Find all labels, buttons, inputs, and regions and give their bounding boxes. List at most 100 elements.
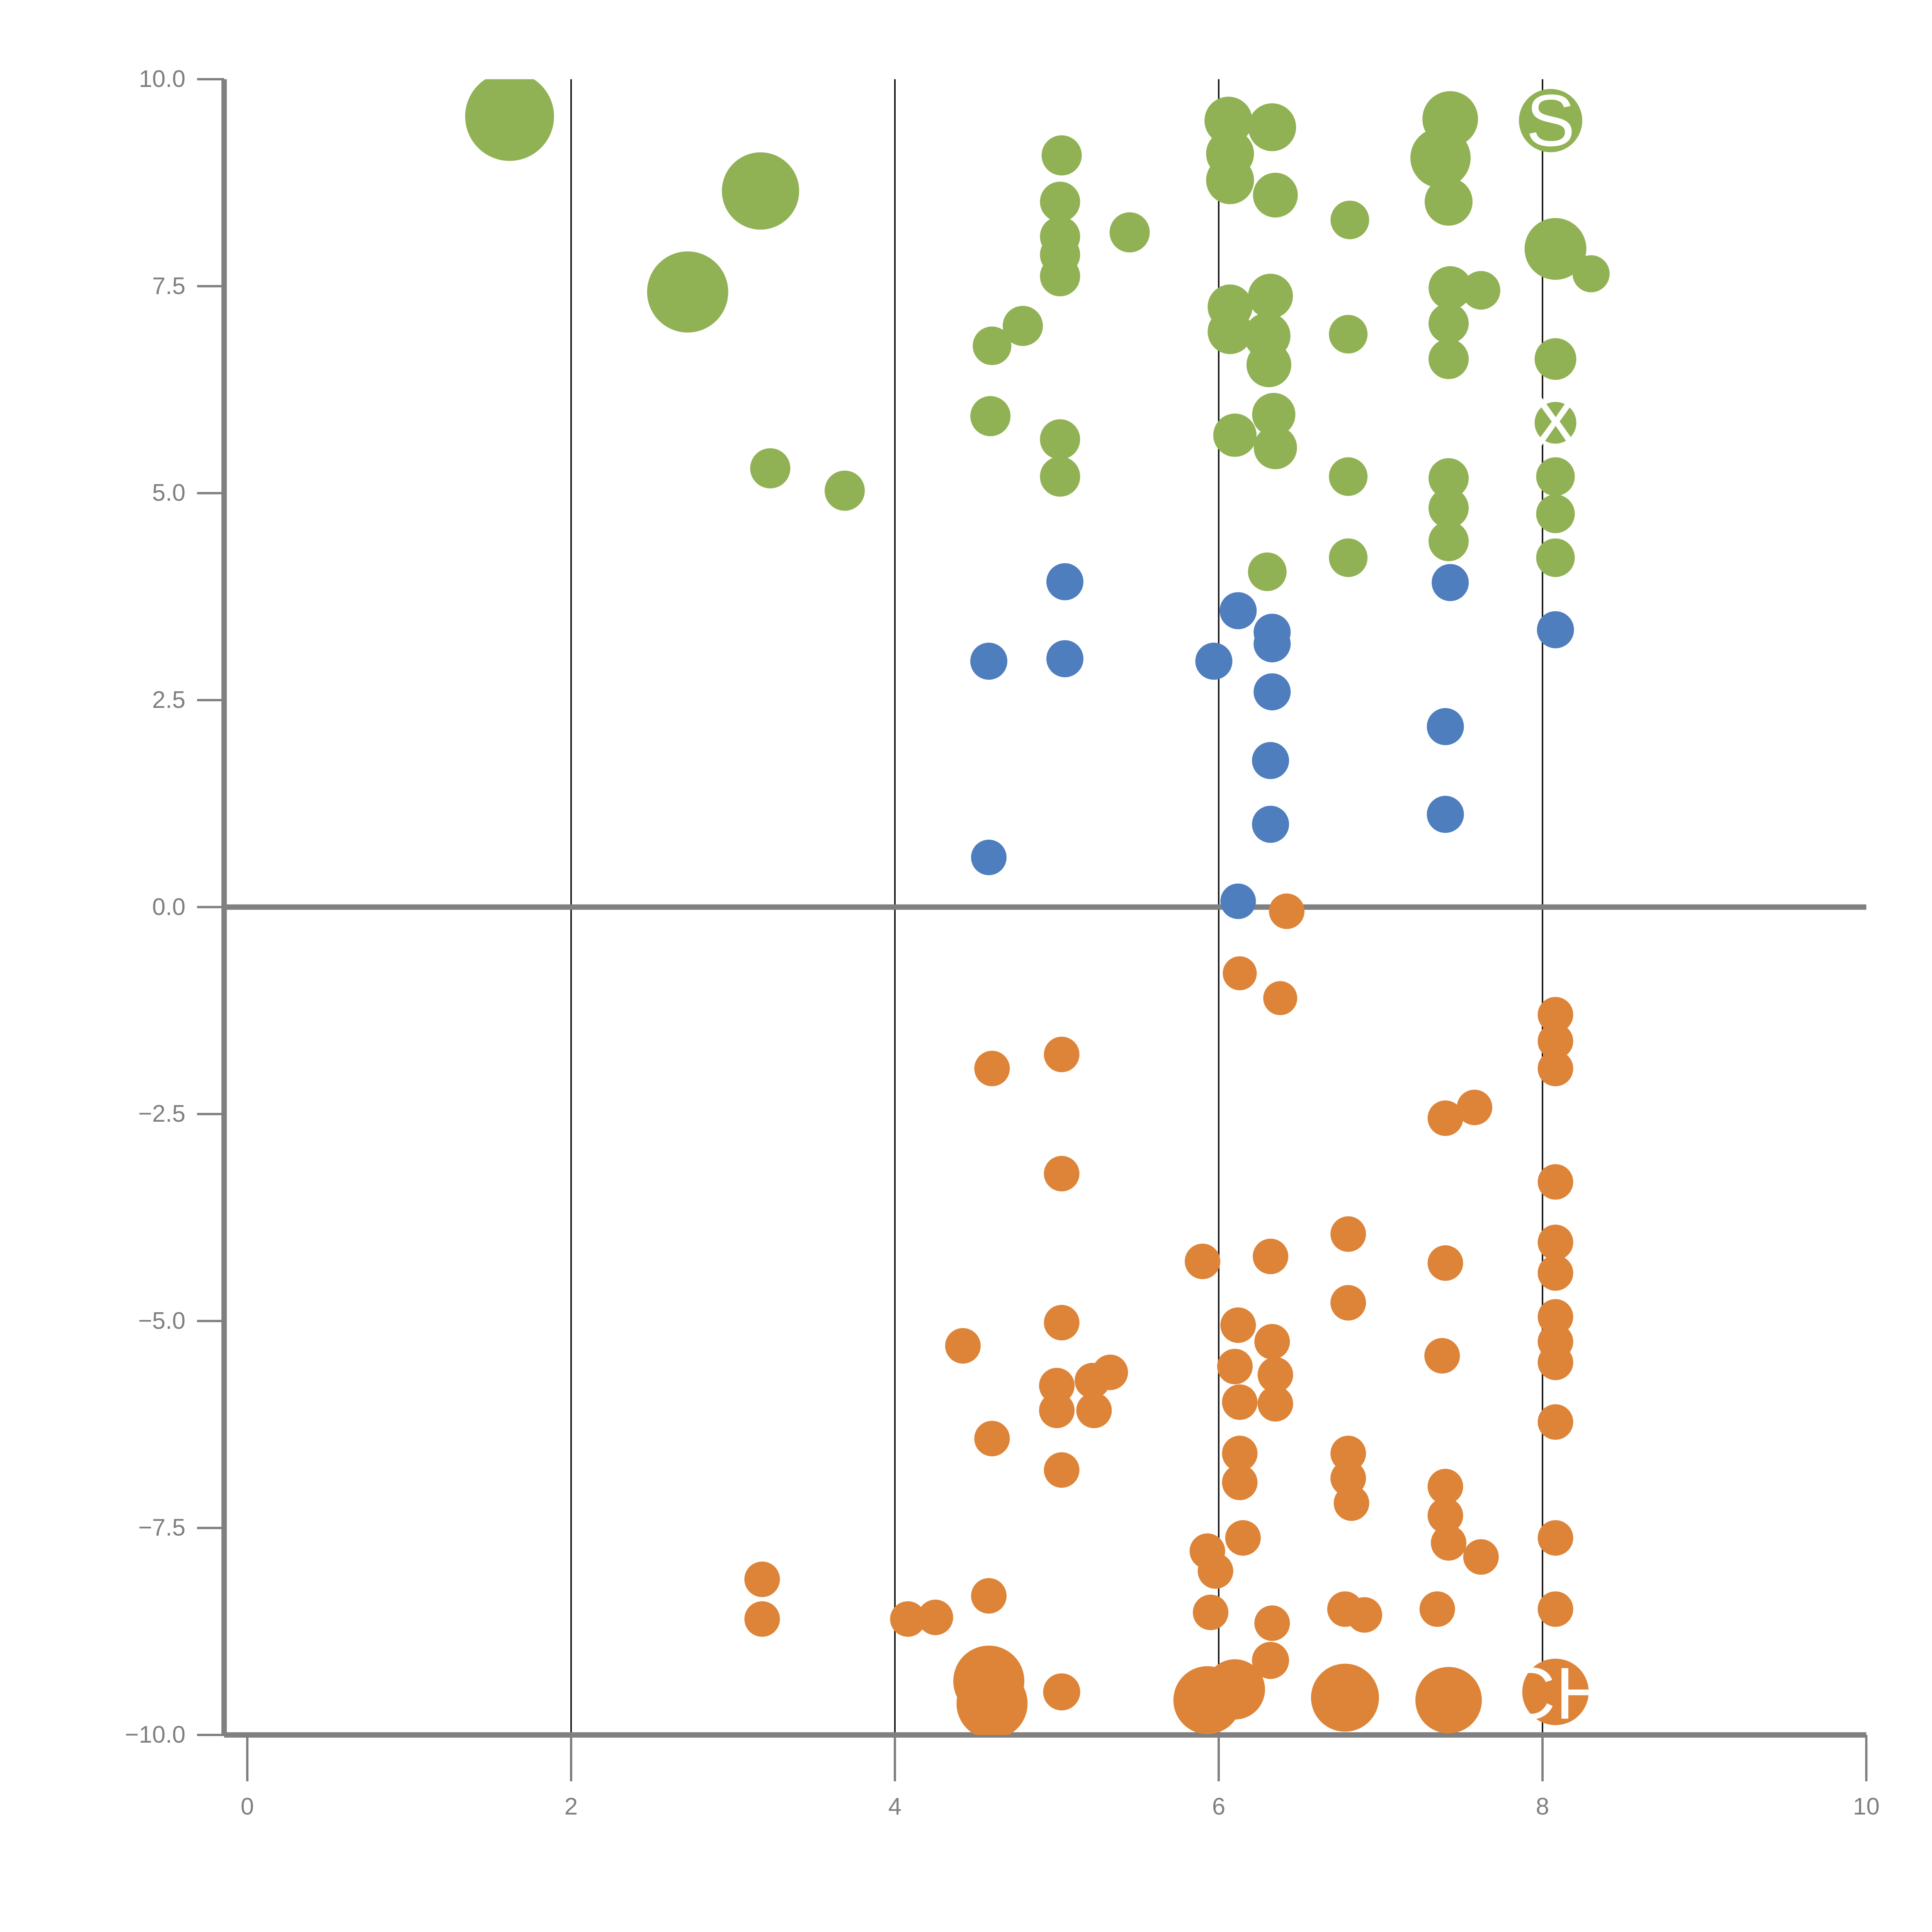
scatter-point-orange[interactable] (1039, 1393, 1075, 1429)
scatter-point-green[interactable] (1428, 339, 1469, 379)
scatter-point-orange[interactable] (971, 1578, 1007, 1614)
scatter-point-orange[interactable] (1222, 1435, 1258, 1471)
scatter-point-green[interactable] (1041, 135, 1082, 176)
scatter-point-orange[interactable] (1222, 1464, 1258, 1500)
scatter-point-orange[interactable] (1223, 956, 1257, 990)
scatter-point-orange[interactable] (945, 1328, 981, 1364)
scatter-point-orange[interactable] (1457, 1089, 1493, 1125)
scatter-point-green[interactable] (970, 396, 1011, 436)
scatter-point-orange[interactable] (956, 1668, 1028, 1739)
scatter-point-orange[interactable] (1427, 1498, 1463, 1534)
scatter-point-green[interactable] (1208, 309, 1253, 354)
scatter-point-green[interactable] (1040, 256, 1080, 296)
scatter-point-orange[interactable] (1330, 1435, 1366, 1471)
scatter-point-green[interactable] (465, 72, 554, 161)
scatter-point-orange[interactable] (1254, 1324, 1290, 1360)
scatter-point-green[interactable] (1424, 178, 1473, 226)
scatter-point-blue[interactable] (1537, 611, 1574, 648)
scatter-point-blue[interactable] (1432, 564, 1469, 601)
scatter-point-orange[interactable] (1415, 1667, 1482, 1734)
scatter-point-orange[interactable] (1427, 1469, 1463, 1505)
scatter-point-orange[interactable] (1311, 1663, 1379, 1732)
scatter-point-orange[interactable] (744, 1561, 780, 1597)
scatter-point-blue[interactable] (1046, 640, 1083, 677)
scatter-point-orange[interactable] (744, 1601, 780, 1637)
scatter-point-green[interactable] (1040, 182, 1080, 222)
scatter-point-orange[interactable] (1076, 1393, 1112, 1429)
scatter-point-orange[interactable] (1044, 1036, 1080, 1072)
scatter-point-green[interactable] (1248, 552, 1287, 591)
scatter-point-green[interactable] (1330, 201, 1369, 240)
scatter-point-green[interactable] (1428, 521, 1469, 561)
scatter-point-blue[interactable] (1195, 643, 1233, 680)
scatter-point-green[interactable] (1109, 212, 1150, 253)
scatter-point-orange[interactable] (974, 1420, 1010, 1456)
scatter-point-orange[interactable] (974, 1051, 1010, 1087)
scatter-point-green[interactable] (973, 326, 1012, 365)
data-point-group[interactable] (465, 72, 1610, 1739)
scatter-point-orange[interactable] (1537, 1404, 1573, 1440)
scatter-point-green[interactable] (1252, 393, 1296, 436)
scatter-point-orange[interactable] (1537, 1164, 1573, 1200)
scatter-point-green[interactable] (1329, 538, 1368, 577)
scatter-point-green[interactable] (1253, 172, 1298, 218)
scatter-point-orange[interactable] (1424, 1338, 1460, 1374)
scatter-point-blue[interactable] (1427, 708, 1464, 745)
scatter-point-orange[interactable] (1537, 1520, 1573, 1556)
scatter-point-orange[interactable] (1197, 1553, 1233, 1589)
scatter-point-orange[interactable] (1269, 893, 1304, 929)
scatter-point-orange[interactable] (1537, 1225, 1573, 1260)
scatter-point-blue[interactable] (1253, 625, 1291, 663)
scatter-point-orange[interactable] (1427, 1245, 1463, 1281)
scatter-point-orange[interactable] (1220, 1307, 1256, 1343)
scatter-point-blue[interactable] (1220, 883, 1256, 919)
scatter-point-orange[interactable] (1522, 1658, 1589, 1725)
scatter-point-orange[interactable] (1537, 1591, 1573, 1627)
scatter-point-orange[interactable] (1193, 1594, 1229, 1630)
scatter-point-orange[interactable] (1092, 1354, 1128, 1390)
scatter-point-orange[interactable] (1044, 1156, 1080, 1192)
scatter-point-blue[interactable] (970, 643, 1008, 680)
scatter-point-green[interactable] (1534, 402, 1577, 444)
scatter-point-orange[interactable] (1043, 1673, 1080, 1711)
scatter-point-orange[interactable] (1257, 1357, 1293, 1393)
scatter-point-green[interactable] (1572, 255, 1610, 293)
scatter-point-orange[interactable] (1222, 1384, 1258, 1420)
scatter-point-green[interactable] (1040, 419, 1080, 459)
scatter-point-orange[interactable] (1257, 1386, 1293, 1422)
scatter-point-orange[interactable] (1537, 1051, 1573, 1087)
scatter-point-green[interactable] (1524, 218, 1587, 280)
scatter-point-green[interactable] (1213, 413, 1257, 457)
scatter-point-orange[interactable] (1537, 1023, 1573, 1059)
scatter-point-green[interactable] (1519, 89, 1582, 153)
scatter-point-orange[interactable] (1253, 1238, 1289, 1274)
scatter-point-green[interactable] (1248, 274, 1293, 319)
scatter-point-orange[interactable] (1039, 1367, 1075, 1403)
scatter-point-orange[interactable] (1347, 1597, 1383, 1633)
scatter-point-orange[interactable] (890, 1601, 926, 1637)
scatter-point-orange[interactable] (1330, 1285, 1366, 1321)
scatter-point-orange[interactable] (1185, 1243, 1221, 1279)
scatter-point-orange[interactable] (1419, 1591, 1455, 1627)
scatter-point-green[interactable] (1536, 457, 1575, 496)
scatter-point-blue[interactable] (971, 839, 1007, 875)
scatter-point-orange[interactable] (1537, 1344, 1573, 1380)
scatter-point-orange[interactable] (1225, 1520, 1261, 1556)
scatter-point-orange[interactable] (1430, 1525, 1466, 1561)
scatter-point-orange[interactable] (1044, 1305, 1080, 1341)
scatter-point-orange[interactable] (1254, 1605, 1290, 1641)
scatter-point-green[interactable] (1329, 457, 1368, 496)
scatter-point-orange[interactable] (1537, 1299, 1573, 1335)
scatter-point-green[interactable] (1206, 156, 1254, 204)
scatter-point-green[interactable] (722, 152, 799, 230)
scatter-point-green[interactable] (1246, 342, 1291, 388)
scatter-point-green[interactable] (750, 448, 791, 488)
scatter-point-green[interactable] (1253, 426, 1297, 469)
scatter-point-orange[interactable] (1252, 1642, 1289, 1679)
scatter-point-orange[interactable] (1217, 1349, 1253, 1384)
scatter-point-blue[interactable] (1219, 592, 1257, 629)
scatter-point-orange[interactable] (1044, 1452, 1080, 1488)
scatter-point-blue[interactable] (1427, 796, 1464, 833)
scatter-point-orange[interactable] (1330, 1216, 1366, 1252)
